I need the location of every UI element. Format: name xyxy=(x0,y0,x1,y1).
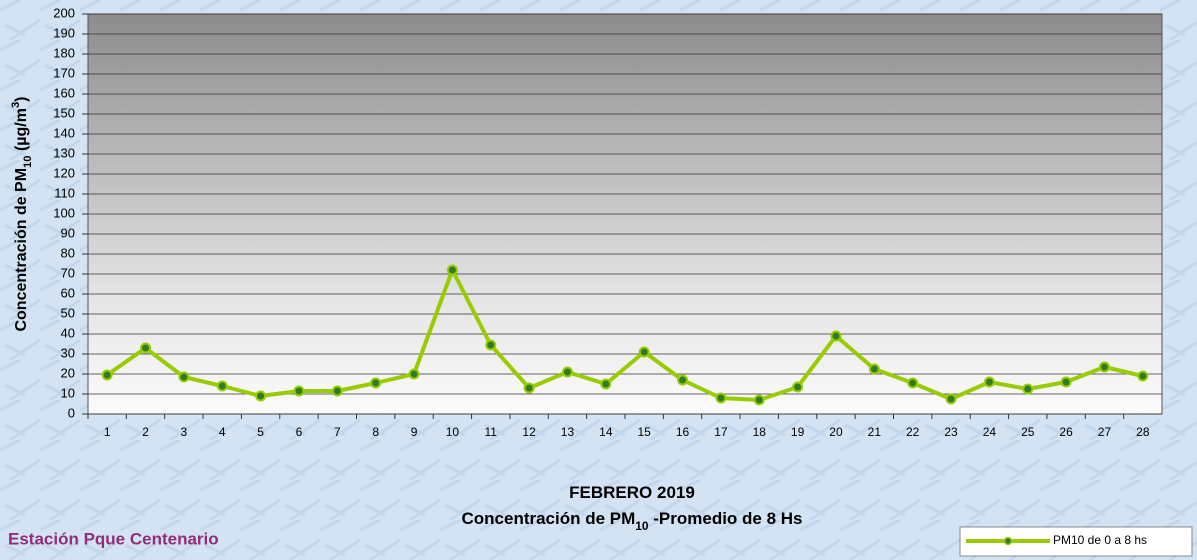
x-tick-label: 25 xyxy=(1021,425,1035,439)
y-tick-label: 40 xyxy=(61,325,75,340)
x-tick-label: 21 xyxy=(868,425,882,439)
x-tick-label: 10 xyxy=(446,425,460,439)
y-tick-label: 60 xyxy=(61,285,75,300)
x-tick-label: 22 xyxy=(906,425,920,439)
marker xyxy=(1022,383,1034,395)
y-tick-label: 50 xyxy=(61,305,75,320)
legend-marker xyxy=(1003,536,1013,546)
text-part: 10 xyxy=(22,155,34,167)
x-tick-label: 19 xyxy=(791,425,805,439)
marker xyxy=(523,382,535,394)
text-part: Concentración de PM xyxy=(461,509,635,528)
legend xyxy=(959,526,1193,557)
x-tick-label: 13 xyxy=(561,425,575,439)
text-part: -Promedio de 8 Hs xyxy=(649,509,803,528)
y-tick-label: 130 xyxy=(53,145,75,160)
y-tick-label: 150 xyxy=(53,105,75,120)
text-part: FEBRERO 2019 xyxy=(569,483,695,502)
marker xyxy=(677,374,689,386)
x-tick-label: 8 xyxy=(372,425,379,439)
marker xyxy=(868,363,880,375)
x-tick-label: 20 xyxy=(829,425,843,439)
marker xyxy=(216,380,228,392)
marker xyxy=(293,385,305,397)
marker xyxy=(830,330,842,342)
marker xyxy=(485,339,497,351)
marker xyxy=(561,366,573,378)
marker xyxy=(753,394,765,406)
marker xyxy=(1137,370,1149,382)
y-tick-label: 140 xyxy=(53,125,75,140)
y-tick-label: 90 xyxy=(61,225,75,240)
y-axis-label: Concentración de PM10 (µg/m3) xyxy=(10,96,34,331)
y-tick-label: 20 xyxy=(61,365,75,380)
text-part: 10 xyxy=(635,519,649,533)
marker xyxy=(331,385,343,397)
marker xyxy=(255,390,267,402)
x-tick-label: 11 xyxy=(485,425,498,439)
y-tick-label: 200 xyxy=(53,5,75,20)
x-tick-label: 6 xyxy=(296,425,303,439)
x-tick-label: 16 xyxy=(676,425,690,439)
legend-label: PM10 de 0 a 8 hs xyxy=(1053,533,1147,547)
y-tick-label: 70 xyxy=(61,265,75,280)
marker xyxy=(600,378,612,390)
station-label: Estación Pque Centenario xyxy=(8,529,219,548)
x-tick-label: 5 xyxy=(257,425,264,439)
text-part: ) xyxy=(13,96,30,101)
marker xyxy=(638,346,650,358)
x-tick-label: 2 xyxy=(142,425,149,439)
marker xyxy=(1060,376,1072,388)
x-tick-label: 4 xyxy=(219,425,226,439)
x-tick-label: 17 xyxy=(714,425,728,439)
x-tick-label: 15 xyxy=(637,425,651,439)
marker xyxy=(140,342,152,354)
marker xyxy=(715,392,727,404)
marker xyxy=(1098,361,1110,373)
marker xyxy=(945,393,957,405)
x-tick-label: 7 xyxy=(334,425,341,439)
y-tick-label: 180 xyxy=(53,45,75,60)
y-tick-label: 160 xyxy=(53,85,75,100)
x-tick-label: 28 xyxy=(1136,425,1150,439)
x-tick-label: 1 xyxy=(104,425,111,439)
marker xyxy=(178,371,190,383)
series-line xyxy=(106,268,1144,402)
y-tick-label: 170 xyxy=(53,65,75,80)
marker xyxy=(983,376,995,388)
marker xyxy=(446,264,458,276)
text-part: Concentración de PM xyxy=(13,168,30,332)
text-part: (µg/m xyxy=(13,108,30,155)
marker xyxy=(408,368,420,380)
x-tick-label: 26 xyxy=(1059,425,1073,439)
x-tick-label: 14 xyxy=(599,425,613,439)
y-tick-label: 110 xyxy=(54,185,75,200)
x-tick-label: 27 xyxy=(1098,425,1112,439)
marker xyxy=(792,381,804,393)
x-tick-label: 9 xyxy=(411,425,418,439)
text-part: 3 xyxy=(10,102,22,108)
x-tick-label: 12 xyxy=(522,425,536,439)
chart-title: Concentración de PM10 -Promedio de 8 Hs xyxy=(461,509,802,533)
y-tick-label: 10 xyxy=(61,385,75,400)
x-tick-label: 24 xyxy=(983,425,997,439)
y-tick-label: 120 xyxy=(53,165,75,180)
marker xyxy=(370,377,382,389)
y-tick-label: 30 xyxy=(61,345,75,360)
y-tick-label: 80 xyxy=(61,245,75,260)
chart-title: FEBRERO 2019 xyxy=(569,483,695,502)
x-tick-label: 18 xyxy=(753,425,767,439)
marker xyxy=(907,377,919,389)
y-tick-label: 190 xyxy=(53,25,75,40)
x-tick-label: 23 xyxy=(944,425,958,439)
y-tick-label: 0 xyxy=(68,405,75,420)
marker xyxy=(101,369,113,381)
x-tick-label: 3 xyxy=(181,425,188,439)
y-tick-label: 100 xyxy=(53,205,75,220)
